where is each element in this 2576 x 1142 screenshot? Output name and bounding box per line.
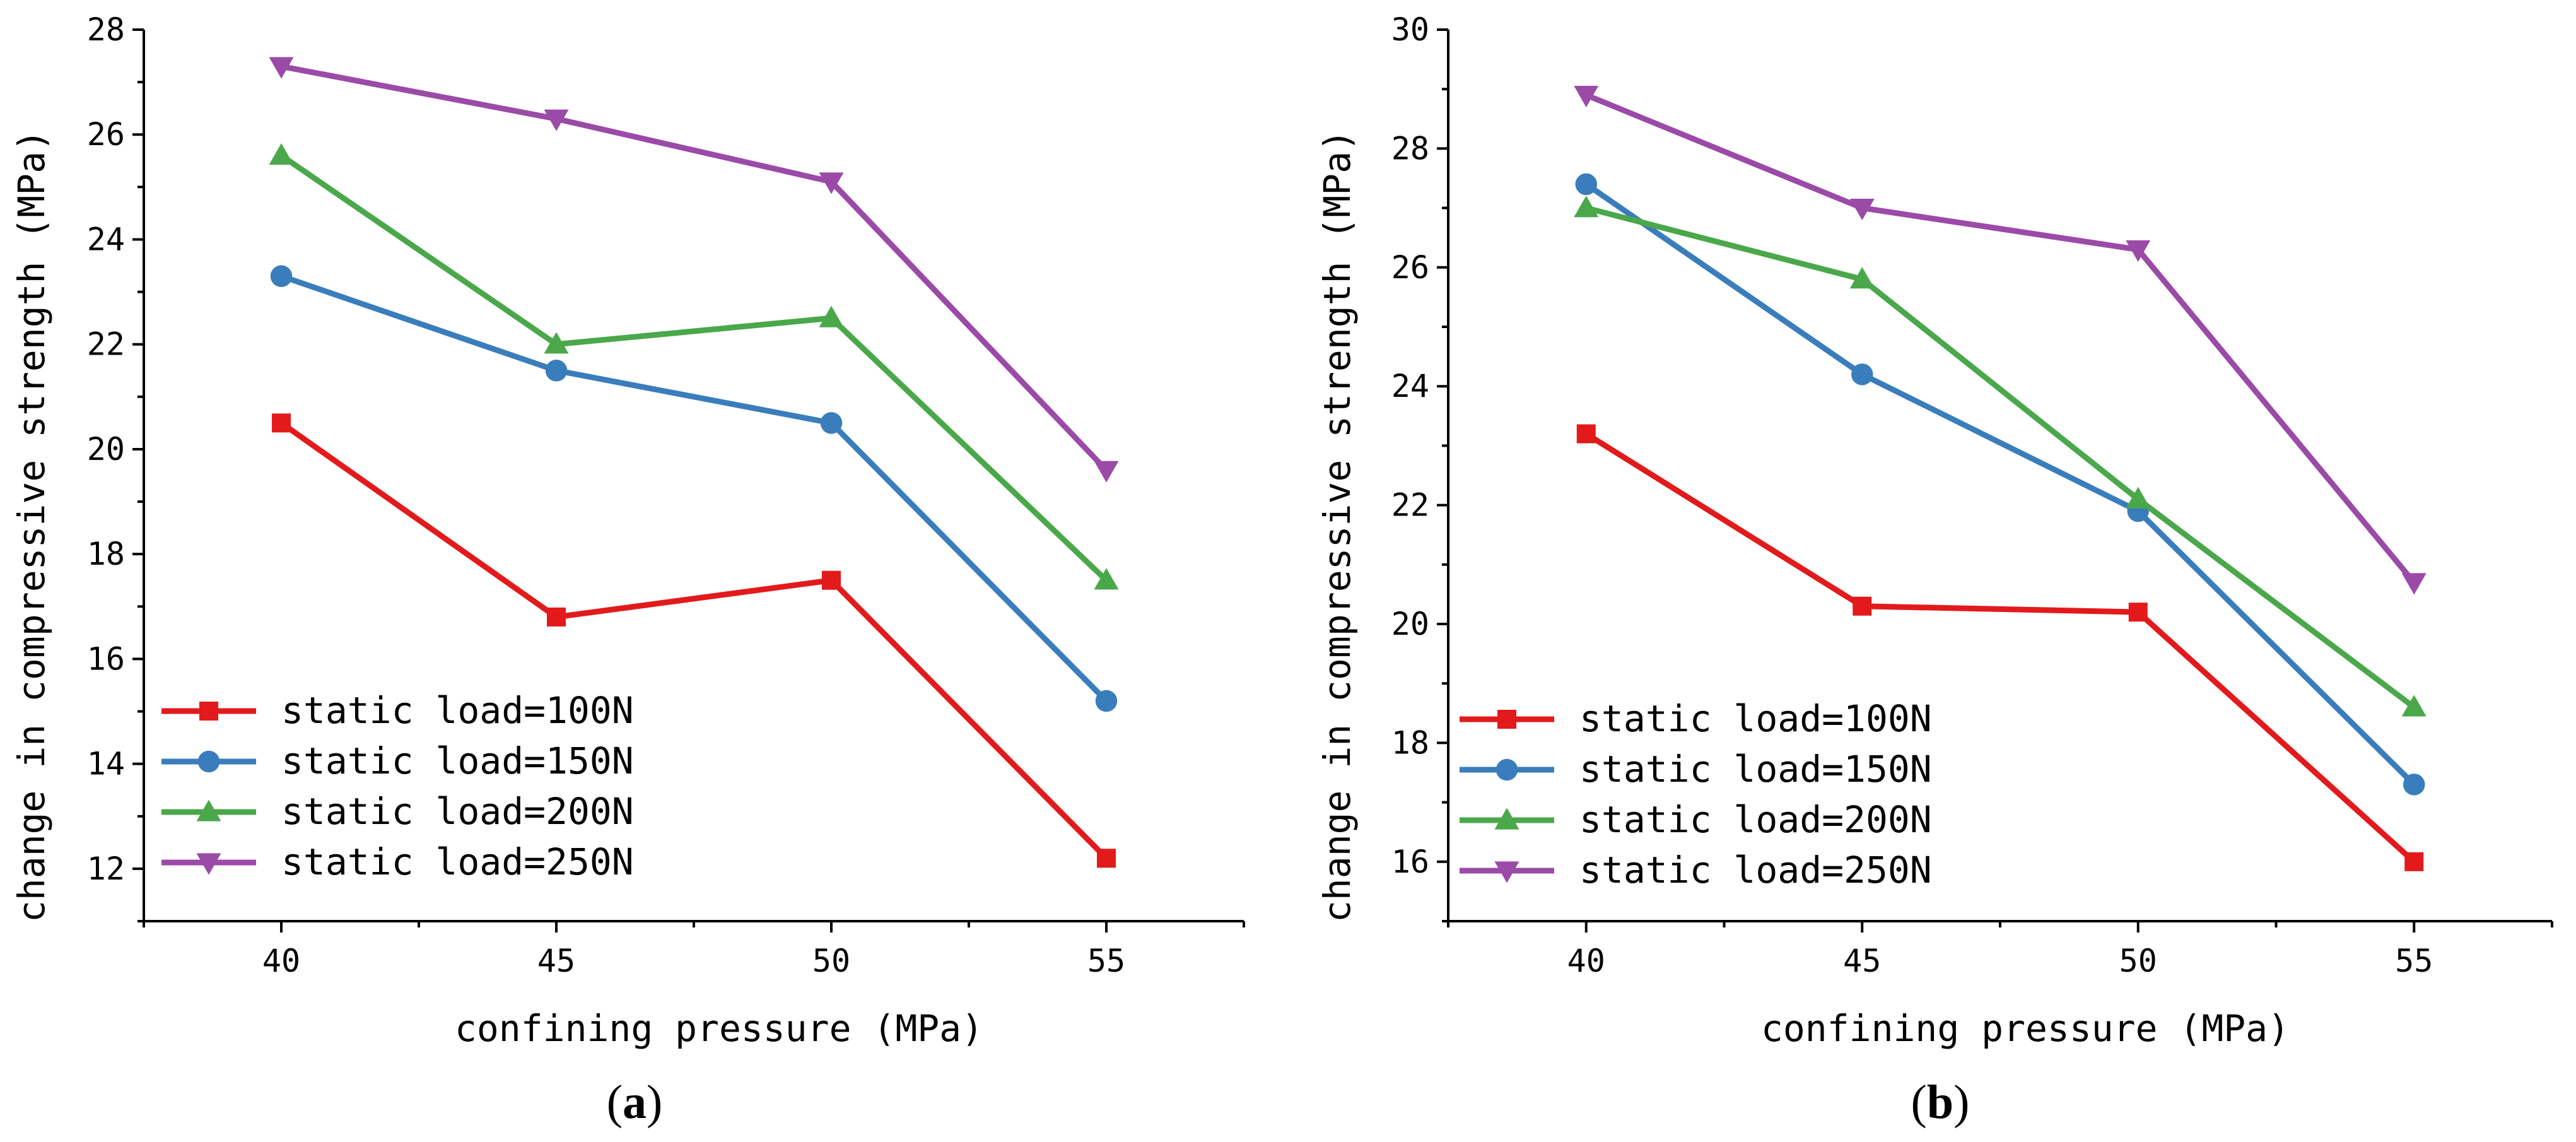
- legend-label: static load=250N: [281, 840, 634, 883]
- data-point: [819, 172, 844, 194]
- y-tick-label: 20: [1391, 606, 1429, 642]
- legend-marker: [1494, 808, 1519, 830]
- chart-panel-a: 12 14 16 18 20 22 24 26 28 40 45 50 55 confining pres…: [10, 11, 1245, 1129]
- data-point: [822, 570, 841, 590]
- data-point: [544, 109, 569, 131]
- y-tick-label: 24: [1391, 368, 1429, 404]
- data-point: [2126, 486, 2151, 509]
- series-line: [281, 63, 1109, 473]
- legend-marker: [196, 799, 221, 821]
- data-point: [2404, 852, 2424, 871]
- data-point: [1853, 596, 1872, 616]
- data-point: [2401, 573, 2427, 595]
- data-point: [1849, 267, 1875, 289]
- data-point: [1575, 173, 1597, 196]
- data-point: [819, 305, 844, 327]
- y-tick-label: 18: [87, 536, 125, 572]
- legend-label: static load=100N: [281, 689, 634, 732]
- legend-label: static load=100N: [1579, 697, 1932, 740]
- data-point: [2126, 240, 2151, 262]
- legend-marker: [1496, 758, 1518, 781]
- panel-label: (b): [1911, 1076, 1970, 1129]
- series-line: [1584, 182, 2416, 787]
- y-tick-label: 16: [87, 640, 125, 677]
- x-tick-label: 40: [262, 943, 300, 979]
- legend-label: static load=150N: [1579, 748, 1932, 791]
- data-point: [269, 143, 294, 165]
- data-point: [1849, 198, 1875, 221]
- data-point: [820, 412, 843, 434]
- y-tick-label: 28: [1391, 130, 1429, 167]
- data-point: [270, 265, 293, 287]
- legend-marker: [1497, 710, 1516, 729]
- x-tick-label: 45: [537, 943, 575, 979]
- data-point: [269, 57, 294, 79]
- y-tick-label: 22: [87, 326, 125, 363]
- legend-marker: [199, 702, 218, 721]
- data-point: [547, 607, 566, 627]
- x-tick-label: 55: [2395, 943, 2433, 979]
- x-tick-label: 50: [812, 943, 850, 979]
- x-tick-label: 40: [1567, 943, 1605, 979]
- y-tick-label: 12: [87, 851, 125, 887]
- series-line: [280, 273, 1109, 703]
- legend-marker: [197, 750, 220, 773]
- y-tick-label: 14: [87, 746, 125, 782]
- y-tick-label: 24: [87, 221, 125, 257]
- y-tick-label: 28: [87, 11, 125, 48]
- legend-marker: [196, 853, 221, 875]
- data-point: [1097, 849, 1116, 868]
- series-line: [1585, 205, 2416, 710]
- series-line: [1584, 431, 2416, 864]
- panel-label: (a): [607, 1076, 663, 1129]
- x-tick-label: 45: [1843, 943, 1881, 979]
- legend-label: static load=250N: [1579, 849, 1932, 892]
- chart-panel-b: 16 18 20 22 24 26 28 30 40 45 50 55 confining pressu…: [1316, 11, 2553, 1129]
- data-point: [1574, 196, 1599, 218]
- data-point: [1094, 461, 1119, 483]
- y-tick-label: 20: [87, 431, 125, 468]
- series-line: [1585, 92, 2416, 584]
- y-tick-label: 26: [1391, 249, 1429, 286]
- data-point: [1574, 85, 1599, 108]
- data-point: [1851, 363, 1873, 386]
- data-point: [2403, 774, 2425, 796]
- legend-marker: [1494, 861, 1519, 883]
- y-tick-label: 18: [1391, 724, 1429, 761]
- data-point: [1095, 690, 1118, 712]
- data-point: [272, 413, 291, 433]
- y-tick-label: 16: [1391, 844, 1429, 880]
- legend-label: static load=200N: [281, 790, 634, 833]
- y-tick-label: 22: [1391, 487, 1429, 524]
- y-axis-title: change in compressive strength (MPa): [10, 129, 53, 922]
- legend-label: static load=200N: [1579, 798, 1932, 841]
- x-tick-label: 50: [2119, 943, 2157, 979]
- data-point: [544, 332, 569, 354]
- series-line: [279, 153, 1109, 582]
- series-line: [279, 420, 1109, 861]
- data-point: [2401, 695, 2427, 717]
- data-point: [1576, 424, 1596, 444]
- x-axis-title: confining pressure (MPa): [1761, 1007, 2290, 1050]
- y-tick-label: 30: [1391, 11, 1429, 48]
- y-axis-title: change in compressive strength (MPa): [1316, 129, 1359, 922]
- y-tick-label: 26: [87, 116, 125, 153]
- data-point: [2128, 603, 2148, 622]
- x-axis-title: confining pressure (MPa): [455, 1007, 983, 1050]
- data-point: [545, 360, 568, 382]
- data-point: [1094, 568, 1119, 590]
- x-tick-label: 55: [1087, 943, 1125, 979]
- legend-label: static load=150N: [281, 739, 634, 782]
